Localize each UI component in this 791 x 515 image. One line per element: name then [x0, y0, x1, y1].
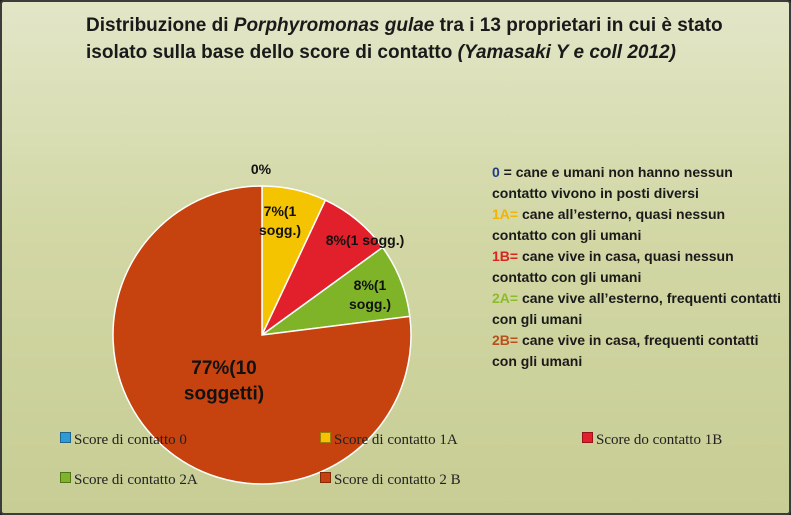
note-item: 0 = cane e umani non hanno nessun contat… [492, 162, 782, 204]
note-code: 0 [492, 164, 500, 180]
legend-label: Score do contatto 1B [596, 432, 723, 448]
legend-label: Score di contatto 2A [74, 472, 198, 488]
slice-data-label: 77%(10 soggetti) [184, 358, 264, 405]
note-code: 1B= [492, 248, 519, 264]
note-text: cane vive in casa, frequenti contatti co… [492, 332, 759, 369]
title-part-2: tra i 13 proprietari in cui è stato isol… [86, 15, 723, 63]
pie-slice [112, 185, 412, 485]
note-item: 1B= cane vive in casa, quasi nessun cont… [492, 246, 782, 288]
legend-swatch [60, 472, 71, 483]
legend-swatch [320, 432, 331, 443]
legend-label: Score di contatto 2 B [334, 472, 461, 488]
note-item: 2B= cane vive in casa, frequenti contatt… [492, 330, 782, 372]
note-text: cane e umani non hanno nessun contatto v… [492, 164, 733, 201]
title-part-1: Distribuzione di [86, 15, 234, 36]
legend-item: Score di contatto 2 B [320, 472, 461, 489]
note-sep: = [499, 164, 516, 180]
title-citation: (Yamasaki Y e coll 2012) [457, 42, 676, 63]
chart-title: Distribuzione di Porphyromonas gulae tra… [86, 12, 776, 66]
slice-data-label: 7%(1 sogg.) [259, 203, 301, 238]
note-code: 2A= [492, 290, 519, 306]
legend-swatch [582, 432, 593, 443]
legend-label: Score di contatto 1A [334, 432, 458, 448]
legend-item: Score di contatto 2A [60, 472, 198, 489]
note-item: 2A= cane vive all’esterno, frequenti con… [492, 288, 782, 330]
note-text: cane vive all’esterno, frequenti contatt… [492, 290, 782, 327]
note-code: 1A= [492, 206, 519, 222]
slice-data-label: 8%(1 sogg.) [349, 277, 391, 312]
legend-swatch [60, 432, 71, 443]
slice-data-label: 8%(1 sogg.) [326, 232, 405, 248]
legend-item: Score di contatto 0 [60, 432, 187, 449]
note-code: 2B= [492, 332, 519, 348]
slice-data-label: 0% [251, 161, 272, 177]
legend-item: Score di contatto 1A [320, 432, 458, 449]
note-item: 1A= cane all’esterno, quasi nessun conta… [492, 204, 782, 246]
score-notes: 0 = cane e umani non hanno nessun contat… [492, 162, 782, 372]
legend-swatch [320, 472, 331, 483]
note-text: cane all’esterno, quasi nessun contatto … [492, 206, 726, 243]
legend-item: Score do contatto 1B [582, 432, 722, 449]
note-text: cane vive in casa, quasi nessun contatto… [492, 248, 734, 285]
legend-label: Score di contatto 0 [74, 432, 187, 448]
title-species: Porphyromonas gulae [233, 15, 435, 36]
